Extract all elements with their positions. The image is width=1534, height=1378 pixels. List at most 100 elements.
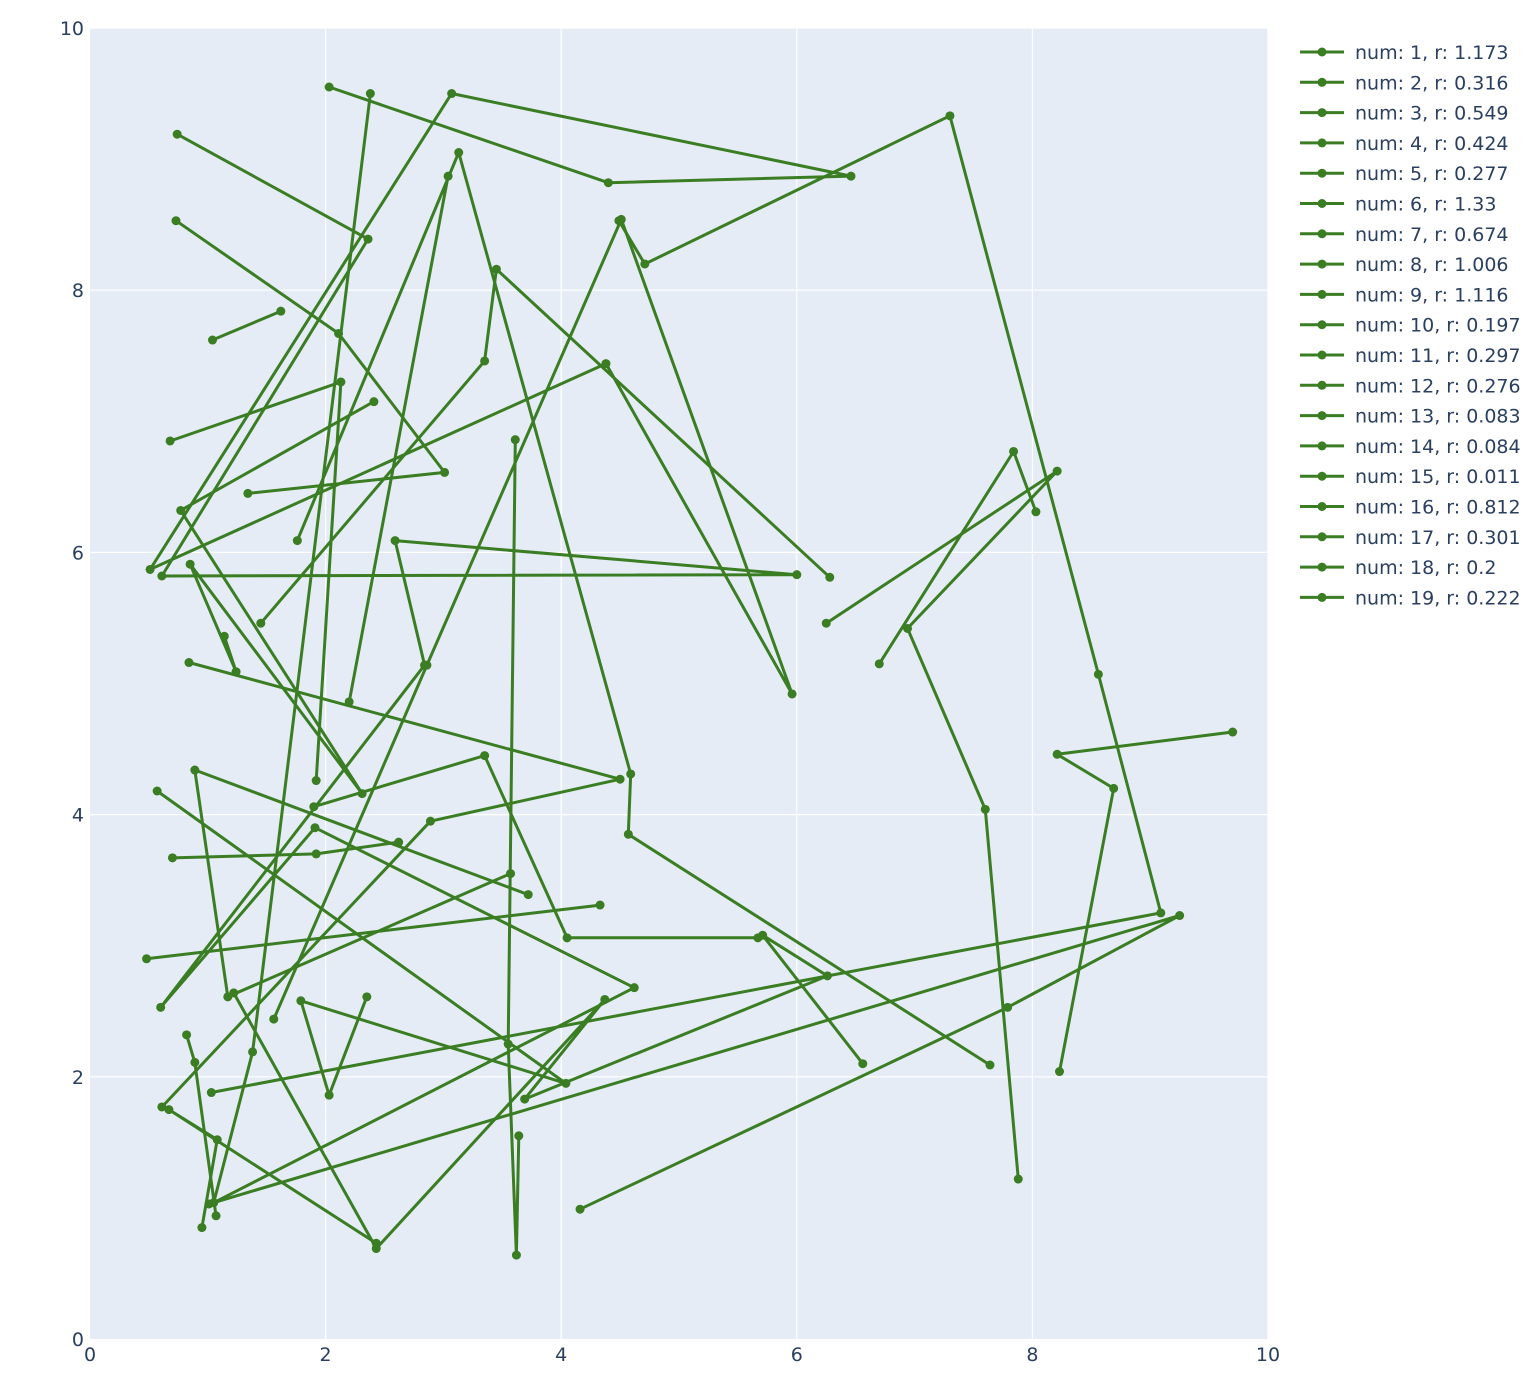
legend-marker [1317,562,1327,572]
series-line [506,438,521,1257]
data-point [206,1088,216,1098]
data-point [443,171,453,181]
legend-item[interactable]: num: 16, r: 0.812 [1300,497,1521,519]
series-8 [171,216,450,498]
legend-item[interactable]: num: 8, r: 1.006 [1300,254,1509,276]
legend-item[interactable]: num: 19, r: 0.222 [1300,587,1521,609]
legend-label: num: 14, r: 0.084 [1355,436,1521,458]
data-point [1109,783,1119,793]
data-point [208,335,218,345]
legend-label: num: 3, r: 0.549 [1355,103,1509,125]
data-point [858,1059,868,1069]
legend-item[interactable]: num: 17, r: 0.301 [1300,527,1521,549]
data-point [758,930,768,940]
data-point [1054,1067,1064,1077]
data-point [256,618,266,628]
data-point [447,89,457,99]
legend-marker [1317,259,1327,269]
legend[interactable]: num: 1, r: 1.173 num: 2, r: 0.316 num: 3, … [1300,42,1521,609]
data-point [595,900,605,910]
legend-item[interactable]: num: 7, r: 0.674 [1300,224,1509,246]
legend-item[interactable]: num: 1, r: 1.173 [1300,42,1509,64]
data-point [211,1211,221,1221]
legend-marker [1317,168,1327,178]
data-point [204,1199,214,1209]
data-point [145,564,155,574]
series-21 [229,930,868,1254]
data-point [182,1030,192,1040]
series-line [174,219,447,495]
data-point [1093,669,1103,679]
data-point [142,954,152,964]
legend-item[interactable]: num: 2, r: 0.316 [1300,72,1509,94]
legend-label: num: 2, r: 0.316 [1355,72,1509,94]
data-point [1228,727,1238,737]
data-point [311,776,321,786]
legend-item[interactable]: num: 10, r: 0.197 [1300,315,1521,337]
legend-label: num: 8, r: 1.006 [1355,254,1509,276]
legend-item[interactable]: num: 5, r: 0.277 [1300,163,1509,185]
legend-item[interactable]: num: 9, r: 1.116 [1300,284,1509,306]
data-point [1052,749,1062,759]
series-layer [142,82,1238,1260]
legend-label: num: 5, r: 0.277 [1355,163,1509,185]
legend-item[interactable]: num: 3, r: 0.549 [1300,103,1509,125]
legend-item[interactable]: num: 15, r: 0.011 [1300,466,1521,488]
legend-item[interactable]: num: 11, r: 0.297 [1300,345,1521,367]
legend-label: num: 17, r: 0.301 [1355,527,1521,549]
legend-item[interactable]: num: 13, r: 0.083 [1300,406,1521,428]
series-11 [206,111,1166,1098]
series-20 [164,1105,381,1248]
series-line [167,1108,378,1245]
legend-marker [1317,199,1327,208]
legend-item[interactable]: num: 4, r: 0.424 [1300,133,1509,155]
data-point [945,111,955,121]
series-line [159,92,799,1205]
legend-marker [1317,380,1327,390]
data-point [185,559,195,569]
data-point [514,1131,524,1141]
data-point [510,435,520,445]
data-point [1175,911,1185,921]
legend-marker [1317,350,1327,360]
series-line [1055,730,1235,1074]
data-point [575,1204,585,1214]
data-point [334,328,344,338]
data-point [296,996,306,1006]
legend-label: num: 10, r: 0.197 [1355,315,1521,337]
data-point [640,259,650,269]
data-point [440,467,450,477]
y-tick-label: 10 [60,18,84,40]
legend-marker [1317,471,1327,481]
legend-item[interactable]: num: 14, r: 0.084 [1300,436,1521,458]
series-1 [208,306,286,345]
legend-item[interactable]: num: 18, r: 0.2 [1300,557,1496,579]
legend-marker [1317,289,1327,299]
data-point [165,436,175,446]
series-13 [256,264,835,628]
x-tick-label: 2 [320,1344,332,1366]
data-point [846,171,856,181]
series-line [148,85,853,1021]
data-point [480,751,490,761]
y-tick-label: 6 [72,542,84,564]
y-axis-ticks: 0 2 4 6 8 10 [60,18,84,1351]
data-point [615,774,625,784]
data-point [903,623,913,633]
legend-item[interactable]: num: 12, r: 0.276 [1300,375,1521,397]
series-10 [309,751,763,943]
series-22 [167,837,404,863]
legend-item[interactable]: num: 6, r: 1.33 [1300,194,1496,216]
data-point [248,1047,258,1057]
data-point [603,178,613,188]
legend-marker [1317,411,1327,421]
data-point [1156,908,1166,918]
data-point [156,1002,166,1012]
data-point [1013,1174,1023,1184]
data-point [309,802,319,812]
legend-label: num: 9, r: 1.116 [1355,284,1509,306]
data-point [629,983,639,993]
data-point [197,1223,207,1233]
data-point [422,660,432,670]
data-point [157,1102,167,1112]
